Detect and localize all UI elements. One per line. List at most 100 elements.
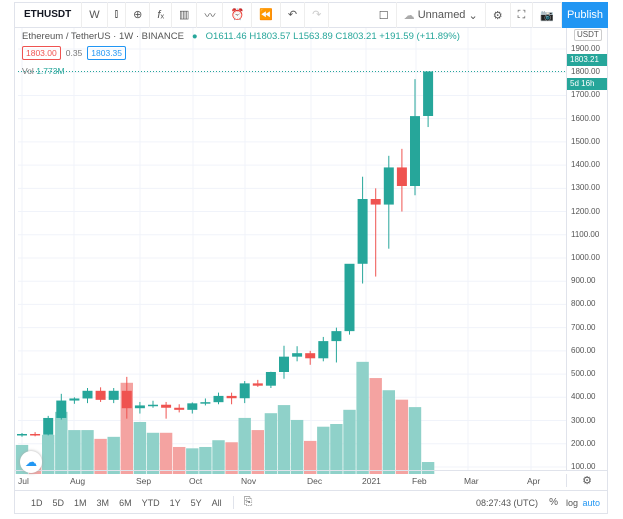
undo-icon[interactable]: ↶: [281, 1, 306, 28]
candles-icon[interactable]: ⫾: [108, 1, 127, 28]
symbol-search-button[interactable]: ETHUSDT: [14, 1, 83, 28]
volume-bar: [107, 436, 120, 474]
price-tick-label: 1700.00: [571, 90, 600, 100]
redo-icon[interactable]: ↷: [305, 1, 330, 28]
price-tick-label: 1600.00: [571, 113, 600, 123]
settings-gear-icon[interactable]: ⚙: [486, 2, 511, 28]
volume-bar: [382, 390, 395, 474]
interval-button[interactable]: W: [82, 1, 108, 28]
clock[interactable]: 08:27:43 (UTC): [475, 498, 538, 508]
price-tick-label: 1500.00: [571, 136, 600, 146]
last-price-label: 1803.21: [567, 54, 607, 66]
candle-body: [121, 390, 132, 409]
volume-legend: Vol 1.773M: [22, 66, 65, 76]
fullscreen-toggle-icon[interactable]: ☐: [372, 2, 397, 28]
candle-body: [56, 400, 67, 418]
volume-bar: [186, 448, 199, 474]
volume-bar: [304, 440, 317, 474]
candle-body: [239, 383, 250, 399]
price-tick-label: 1800.00: [571, 67, 600, 77]
volume-bar: [133, 421, 147, 474]
time-axis[interactable]: ⚙ Jul Aug Sep Oct Nov Dec 2021 Feb Mar Apr: [14, 470, 608, 490]
time-tick-label: Jul: [18, 476, 29, 486]
layout-name-button[interactable]: ☁ Unnamed ⌄: [397, 2, 486, 28]
cloud-save-icon[interactable]: ☁: [20, 451, 42, 473]
replay-icon[interactable]: ⏪: [252, 1, 281, 28]
candle-body: [161, 404, 172, 408]
sell-price-button[interactable]: 1803.00: [22, 46, 61, 60]
volume-bar: [408, 407, 422, 474]
volume-bar: [290, 419, 304, 474]
ohlc-values: O1611.46 H1803.57 L1563.89 C1803.21 +191…: [205, 31, 460, 42]
range-5y[interactable]: 5Y: [190, 497, 202, 508]
range-6m[interactable]: 6M: [119, 497, 132, 508]
compare-icon[interactable]: 〰: [197, 1, 224, 28]
range-5d[interactable]: 5D: [52, 497, 65, 508]
candle-body: [213, 395, 224, 403]
price-tick-label: 500.00: [571, 369, 596, 379]
price-tick-label: 1400.00: [571, 160, 600, 170]
price-tick-label: 900.00: [571, 276, 596, 286]
volume-bar: [94, 438, 107, 474]
time-tick-label: Oct: [189, 476, 203, 486]
candle-body: [95, 390, 106, 400]
candle-body: [331, 331, 342, 342]
volume-bar: [199, 446, 212, 474]
price-tick-label: 100.00: [571, 461, 596, 471]
range-1y[interactable]: 1Y: [169, 497, 181, 508]
volume-value: 1.773M: [36, 66, 65, 76]
chart-legend: Ethereum / TetherUS · 1W · BINANCE ● O16…: [22, 31, 460, 42]
candle-body: [357, 199, 368, 264]
candle-body: [396, 167, 407, 186]
candle-body: [265, 371, 276, 386]
percent-toggle[interactable]: %: [549, 497, 558, 508]
time-tick-label: Aug: [70, 476, 86, 486]
volume-bar: [317, 426, 330, 474]
fullscreen-icon[interactable]: ⛶: [511, 2, 534, 28]
candle-body: [134, 405, 145, 409]
price-tick-label: 600.00: [571, 345, 596, 355]
bar-countdown: 5d 16h: [567, 78, 607, 90]
candle-body: [148, 404, 158, 407]
candle-body: [69, 398, 80, 401]
currency-label[interactable]: USDT: [574, 29, 602, 41]
candle-body: [279, 356, 289, 372]
log-toggle[interactable]: log: [565, 498, 578, 508]
range-1m[interactable]: 1M: [74, 497, 87, 508]
candle-body: [200, 402, 211, 404]
candle-body: [305, 353, 316, 359]
go-to-date-icon[interactable]: ⎘: [232, 496, 258, 509]
auto-scale-toggle[interactable]: auto: [582, 498, 600, 508]
range-3m[interactable]: 3M: [96, 497, 110, 508]
publish-button[interactable]: Publish: [562, 2, 608, 28]
price-tick-label: 700.00: [571, 322, 596, 332]
volume-bar: [343, 409, 356, 474]
volume-bar: [277, 405, 291, 474]
range-ytd[interactable]: YTD: [141, 497, 160, 508]
volume-bar: [369, 378, 382, 474]
price-tick-label: 1900.00: [571, 44, 600, 53]
buy-price-button[interactable]: 1803.35: [87, 46, 127, 60]
candle-body: [43, 417, 54, 435]
range-1d[interactable]: 1D: [31, 497, 43, 508]
price-tick-label: 800.00: [571, 299, 596, 309]
volume-label: Vol: [22, 66, 34, 76]
volume-bar: [225, 442, 238, 474]
time-tick-label: Dec: [307, 476, 323, 486]
volume-bar: [42, 434, 55, 474]
price-axis[interactable]: USDT 1803.21 5d 16h 1900.00 1800.00 1700.0…: [566, 28, 607, 471]
templates-icon[interactable]: ▥: [172, 1, 198, 28]
alert-icon[interactable]: ⏰: [223, 1, 253, 28]
candle-body: [423, 71, 434, 116]
candle-body: [344, 263, 355, 332]
camera-icon[interactable]: 📷: [533, 2, 562, 28]
candle-body: [187, 403, 198, 410]
axis-settings-icon[interactable]: ⚙: [566, 474, 607, 487]
add-symbol-icon[interactable]: ⊕: [126, 1, 151, 28]
time-tick-label: Feb: [412, 476, 427, 486]
time-tick-label: Sep: [136, 476, 152, 486]
range-all[interactable]: All: [211, 497, 222, 508]
